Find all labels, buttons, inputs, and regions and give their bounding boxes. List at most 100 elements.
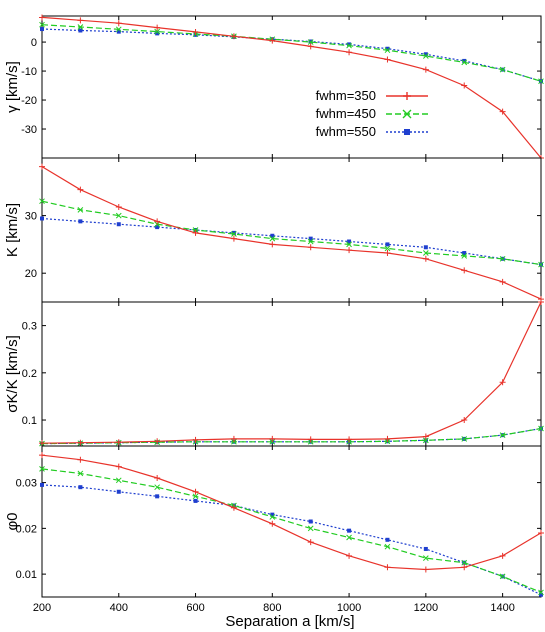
data-point <box>154 484 161 491</box>
panel-frame <box>41 301 542 447</box>
data-point <box>115 26 122 33</box>
data-point <box>423 245 428 250</box>
data-point <box>307 244 314 251</box>
data-point <box>499 573 506 580</box>
data-point <box>269 514 276 520</box>
data-point <box>461 253 468 259</box>
series-line-fwhm-450 <box>41 468 542 593</box>
series-line-fwhm-550 <box>41 484 542 596</box>
data-point <box>346 552 353 559</box>
data-point <box>155 494 160 499</box>
legend-marker <box>403 92 411 100</box>
data-point <box>422 250 429 256</box>
data-point <box>347 42 352 47</box>
data-point <box>269 520 276 527</box>
data-point <box>115 477 122 484</box>
data-point <box>193 498 198 503</box>
data-point <box>346 42 352 49</box>
data-point <box>385 537 390 542</box>
x-tick-label: 800 <box>263 602 281 614</box>
data-point <box>269 235 276 242</box>
data-point <box>154 218 161 225</box>
data-point <box>422 566 429 573</box>
y-axis-label: K [km/s] <box>4 203 21 257</box>
data-point <box>115 212 122 219</box>
data-point <box>385 242 390 247</box>
data-point <box>154 24 161 31</box>
panel-frame <box>41 157 542 303</box>
data-point <box>77 456 84 463</box>
series-line-fwhm-450 <box>41 200 542 266</box>
data-point <box>40 482 44 487</box>
y-tick-label: 0.02 <box>16 523 37 535</box>
data-point <box>307 539 314 546</box>
data-point <box>115 439 122 446</box>
data-point <box>269 241 276 248</box>
data-point <box>192 28 199 35</box>
data-point <box>423 52 428 57</box>
data-point <box>78 28 83 33</box>
data-point <box>423 546 428 551</box>
series-line-fwhm-550 <box>41 427 542 445</box>
data-point <box>422 255 429 262</box>
data-point <box>461 559 468 566</box>
data-point <box>346 241 352 248</box>
data-point <box>384 245 391 252</box>
y-tick-label: 0.3 <box>22 321 37 333</box>
series-line-fwhm-550 <box>41 217 542 266</box>
data-point <box>269 435 276 442</box>
data-point <box>422 433 429 440</box>
data-point <box>422 555 429 561</box>
panel-3: 0.1 0.2 0.3σK/K [km/s] <box>4 299 544 447</box>
legend: fwhm=350 fwhm=450 fwhm=550 <box>316 88 428 139</box>
data-point <box>307 436 314 443</box>
data-point <box>77 24 84 30</box>
data-point <box>422 53 429 59</box>
data-point <box>499 379 506 386</box>
data-point <box>384 564 391 571</box>
data-point <box>384 47 391 54</box>
data-point <box>77 186 84 193</box>
data-point <box>78 485 83 490</box>
series-line-fwhm-550 <box>41 28 542 82</box>
data-point <box>461 59 468 66</box>
y-tick-label: 20 <box>25 268 37 280</box>
data-point <box>154 28 161 35</box>
panel-frame <box>41 445 542 598</box>
series-line-fwhm-350 <box>41 454 542 571</box>
data-point <box>39 163 45 170</box>
y-tick-label: 0 <box>31 37 37 49</box>
data-point <box>347 528 352 533</box>
legend-marker <box>402 109 412 119</box>
x-tick-label: 1400 <box>490 602 514 614</box>
data-point <box>307 525 314 532</box>
data-point <box>78 219 83 224</box>
data-point <box>39 466 45 472</box>
panel-4: 0.01 0.02 0.03 φ0 <box>4 445 544 598</box>
legend-label: fwhm=450 <box>316 106 376 121</box>
data-point <box>499 552 506 559</box>
data-point <box>461 267 468 274</box>
data-point <box>499 278 506 285</box>
data-point <box>499 66 506 73</box>
legend-label: fwhm=550 <box>316 124 376 139</box>
data-point <box>270 512 275 517</box>
data-point <box>422 437 429 444</box>
y-tick-label: 0.2 <box>22 368 37 380</box>
data-point <box>307 39 314 45</box>
data-point <box>154 438 161 445</box>
y-axis-label: γ [km/s] <box>4 61 21 113</box>
data-point <box>230 33 237 40</box>
data-point <box>499 108 506 115</box>
data-point <box>77 470 84 477</box>
data-point <box>154 475 161 482</box>
data-point <box>77 17 84 24</box>
data-point <box>116 489 121 494</box>
y-tick-label: 0.03 <box>16 478 37 490</box>
data-point <box>346 49 353 56</box>
y-tick-label: 0.01 <box>16 569 37 581</box>
data-point <box>538 589 544 596</box>
data-point <box>538 261 544 268</box>
data-point <box>77 439 84 446</box>
